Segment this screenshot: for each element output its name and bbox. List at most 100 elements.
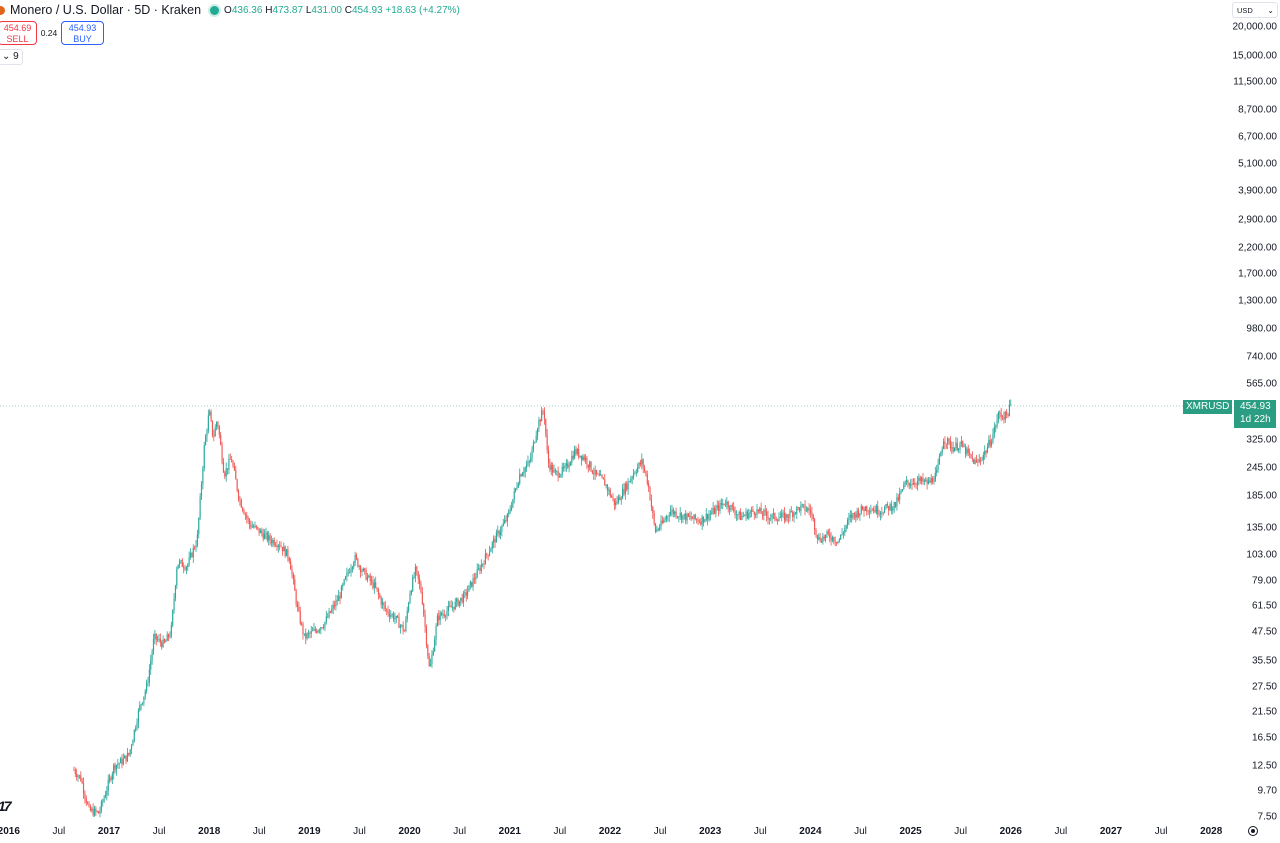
candle [277, 544, 279, 553]
candle [195, 540, 197, 552]
last-price: 454.93 [1240, 401, 1271, 412]
candle [418, 574, 421, 590]
candle [420, 580, 422, 594]
candle [461, 593, 463, 604]
candle [573, 445, 576, 460]
candlestick-chart[interactable] [0, 0, 1226, 822]
candle [663, 517, 665, 524]
candle [117, 758, 119, 769]
currency-selector[interactable]: USD ⌄ [1232, 2, 1278, 18]
candle [720, 498, 722, 509]
candle [172, 609, 174, 628]
candle [185, 565, 188, 574]
candle [268, 531, 270, 546]
candle [792, 510, 794, 522]
candle [302, 621, 304, 640]
candle [749, 509, 751, 519]
candle [424, 609, 426, 633]
price-axis-label: 2,900.00 [1238, 214, 1277, 226]
candle [794, 512, 797, 515]
candle [670, 505, 672, 517]
candle [77, 774, 79, 782]
candle [495, 529, 498, 543]
buy-button[interactable]: 454.93 BUY [61, 21, 104, 45]
candle [897, 493, 899, 503]
time-axis-label: 2022 [598, 826, 622, 837]
candle [110, 775, 112, 783]
candle [590, 461, 592, 472]
candle [741, 512, 743, 521]
candle [835, 541, 838, 546]
candle [553, 464, 555, 474]
candle [955, 437, 957, 451]
candle [531, 446, 533, 463]
candle [73, 766, 75, 771]
candle [96, 810, 98, 813]
candle [524, 466, 526, 478]
candle [375, 576, 377, 589]
candle [333, 600, 336, 610]
candle [1003, 411, 1005, 424]
candle [963, 443, 965, 448]
candle [608, 486, 610, 496]
indicators-toggle-button[interactable]: ⌄ 9 [0, 49, 23, 65]
candle [565, 458, 567, 472]
currency-value: USD [1237, 6, 1253, 15]
candle [993, 422, 995, 439]
candle [996, 413, 998, 429]
candle [78, 774, 81, 779]
candle [135, 725, 137, 733]
candle [365, 567, 367, 581]
candle [826, 529, 828, 539]
candle [701, 514, 703, 531]
candle [691, 516, 694, 520]
candle [306, 632, 308, 641]
candle [845, 524, 847, 532]
candle [868, 507, 871, 519]
symbol-title[interactable]: Monero / U.S. Dollar · 5D · Kraken [10, 3, 202, 17]
candle [873, 506, 875, 514]
candle [272, 537, 274, 548]
candle [498, 529, 500, 539]
candle [923, 478, 925, 486]
candle [908, 482, 910, 490]
candle [493, 535, 495, 549]
candle [181, 558, 183, 568]
candle [344, 575, 347, 581]
candle [276, 539, 278, 551]
candle [253, 523, 255, 529]
candle [986, 443, 989, 454]
candle [222, 457, 225, 474]
candle [438, 610, 440, 626]
candle [867, 509, 869, 516]
candle [816, 534, 818, 544]
price-axis[interactable]: USD ⌄ 20,000.00 15,000.00 11,500.00 8,700.0… [1226, 0, 1280, 843]
price-axis-label: 740.00 [1246, 351, 1277, 363]
sell-button[interactable]: 454.69 SELL [0, 21, 37, 45]
candle [927, 476, 930, 485]
candle [203, 441, 205, 472]
tradingview-logo[interactable]: 17 [0, 798, 12, 814]
candle [321, 627, 323, 629]
candle [351, 565, 353, 573]
candle [92, 803, 94, 817]
candle [480, 559, 482, 574]
candle [823, 534, 825, 541]
symbol-tag: XMRUSD [1183, 400, 1233, 414]
candle [476, 563, 478, 579]
candle [80, 771, 82, 782]
settings-icon[interactable] [1248, 826, 1258, 836]
candle [240, 497, 242, 509]
candle [251, 521, 253, 528]
candle [903, 481, 905, 490]
candle [303, 633, 305, 637]
candle [737, 514, 739, 521]
candle [984, 445, 986, 460]
candle [457, 597, 459, 607]
candle [501, 524, 503, 537]
candle [879, 511, 882, 521]
candle [982, 451, 984, 465]
candle [144, 688, 146, 700]
candle [512, 499, 514, 509]
candle [900, 489, 902, 495]
